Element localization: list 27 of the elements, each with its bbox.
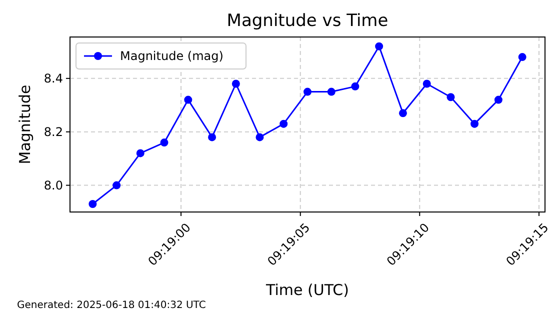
- chart-title: Magnitude vs Time: [226, 11, 388, 31]
- point: [136, 149, 144, 158]
- y-axis-title: Magnitude: [16, 84, 34, 164]
- point: [208, 133, 216, 142]
- x-axis-title: Time (UTC): [265, 281, 349, 299]
- point: [88, 200, 97, 208]
- point: [375, 42, 384, 50]
- text: Generated: 2025-06-18 01:40:32 UTC: [17, 300, 206, 311]
- point: [494, 96, 502, 104]
- point: [160, 138, 168, 147]
- y-tick-label: 8.2: [44, 124, 63, 139]
- point: [398, 109, 407, 118]
- point: [280, 120, 288, 128]
- legend-label: Magnitude (mag): [120, 49, 224, 63]
- point: [184, 96, 192, 104]
- point: [256, 133, 264, 142]
- point: [232, 80, 240, 88]
- point: [422, 80, 431, 88]
- point: [351, 82, 360, 90]
- point: [518, 53, 526, 62]
- point: [304, 88, 312, 96]
- point: [327, 88, 336, 96]
- y-tick-label: 8.0: [44, 178, 63, 192]
- point: [446, 93, 455, 102]
- y-tick-label: 8.4: [44, 71, 63, 86]
- point: [112, 181, 121, 190]
- point: [470, 120, 479, 128]
